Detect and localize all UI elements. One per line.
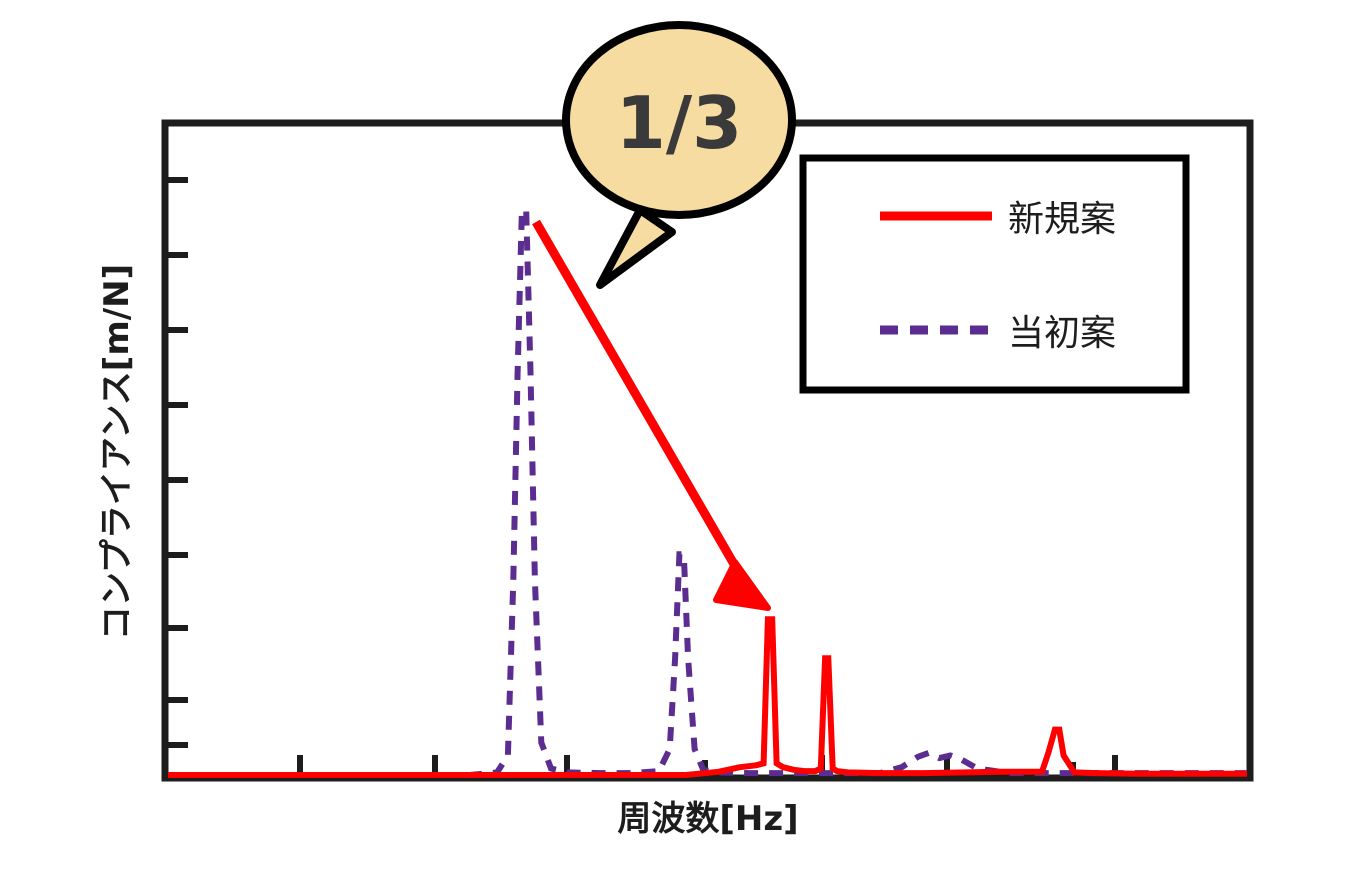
legend: 新規案 当初案	[799, 154, 1190, 394]
callout-bubble	[562, 21, 796, 219]
reduction-callout: 1/3	[562, 21, 796, 289]
y-axis-ticks	[165, 177, 188, 748]
reduction-arrow-icon	[532, 219, 771, 611]
y-axis-title: コンプライアンス[m/N]	[97, 264, 137, 640]
series-line-original-plan	[168, 207, 1247, 778]
series-line-new-plan	[168, 616, 1247, 778]
legend-box	[799, 154, 1190, 394]
legend-label-new-plan: 新規案	[1008, 199, 1116, 240]
callout-tail	[596, 206, 676, 289]
callout-value: 1/3	[616, 81, 743, 165]
x-axis-title: 周波数[Hz]	[617, 799, 798, 839]
legend-label-original-plan: 当初案	[1008, 313, 1116, 354]
